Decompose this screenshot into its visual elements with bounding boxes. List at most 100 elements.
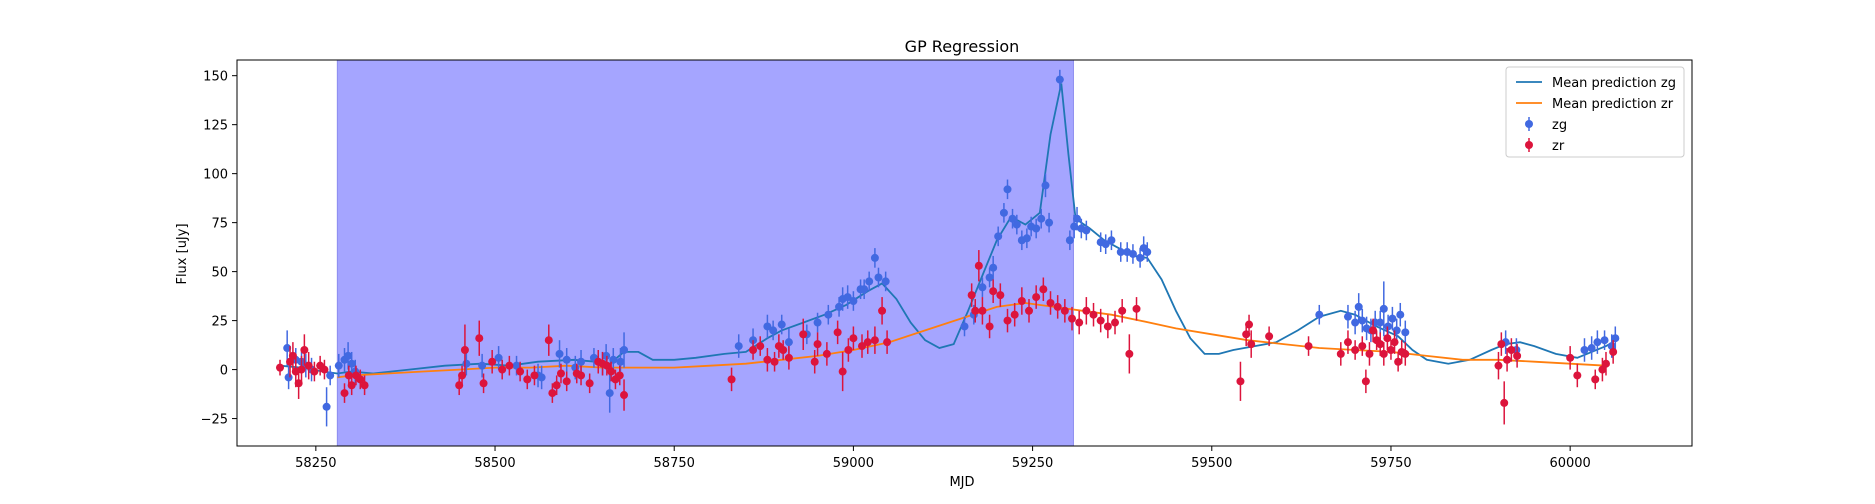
data-point bbox=[1566, 353, 1575, 362]
data-point bbox=[779, 345, 788, 354]
data-point bbox=[860, 285, 869, 294]
data-point bbox=[1111, 318, 1120, 327]
data-point bbox=[1598, 365, 1607, 374]
data-point bbox=[1037, 214, 1046, 223]
data-point bbox=[1388, 314, 1397, 323]
data-point bbox=[458, 371, 467, 380]
data-point bbox=[1236, 377, 1245, 386]
data-point bbox=[763, 355, 772, 364]
data-point bbox=[334, 361, 343, 370]
data-point bbox=[1136, 253, 1145, 262]
plot-content bbox=[276, 69, 1620, 427]
data-point bbox=[537, 373, 546, 382]
data-point bbox=[1082, 226, 1091, 235]
data-point bbox=[577, 371, 586, 380]
data-point bbox=[1494, 361, 1503, 370]
data-point bbox=[843, 293, 852, 302]
data-point bbox=[585, 379, 594, 388]
data-point bbox=[1591, 375, 1600, 384]
data-point bbox=[1008, 214, 1017, 223]
series-zr bbox=[276, 250, 1618, 425]
data-point bbox=[1045, 218, 1054, 227]
data-point bbox=[516, 367, 525, 376]
data-point bbox=[1358, 316, 1367, 325]
data-point bbox=[756, 342, 765, 351]
data-point bbox=[300, 345, 309, 354]
data-point bbox=[552, 381, 561, 390]
data-point bbox=[1065, 236, 1074, 245]
legend-label: Mean prediction zr bbox=[1552, 97, 1674, 112]
data-point bbox=[577, 357, 586, 366]
chart-title: GP Regression bbox=[905, 37, 1020, 56]
data-point bbox=[994, 232, 1003, 241]
data-point bbox=[1513, 351, 1522, 360]
legend-box bbox=[1505, 66, 1685, 158]
y-tick-label: 25 bbox=[211, 315, 228, 330]
data-point bbox=[870, 336, 879, 345]
data-point bbox=[1497, 340, 1506, 349]
data-point bbox=[310, 367, 319, 376]
data-point bbox=[822, 349, 831, 358]
data-point bbox=[1143, 248, 1152, 257]
data-point bbox=[835, 302, 844, 311]
data-point bbox=[360, 381, 369, 390]
data-point bbox=[620, 345, 629, 354]
data-point bbox=[989, 287, 998, 296]
data-point bbox=[297, 365, 306, 374]
data-point bbox=[749, 345, 758, 354]
data-point bbox=[881, 277, 890, 286]
y-tick-label: 125 bbox=[203, 119, 228, 134]
data-point bbox=[1041, 181, 1050, 190]
data-point bbox=[978, 283, 987, 292]
data-point bbox=[1010, 310, 1019, 319]
data-point bbox=[1118, 306, 1127, 315]
legend-label: zg bbox=[1552, 118, 1567, 133]
data-point bbox=[1082, 306, 1091, 315]
data-point bbox=[460, 345, 469, 354]
data-point bbox=[505, 361, 514, 370]
data-point bbox=[1369, 326, 1378, 335]
data-point bbox=[999, 208, 1008, 217]
data-point bbox=[833, 328, 842, 337]
data-point bbox=[1386, 345, 1395, 354]
data-point bbox=[1401, 349, 1410, 358]
data-point bbox=[356, 375, 365, 384]
y-tick-label: 75 bbox=[211, 217, 228, 232]
data-point bbox=[1354, 302, 1363, 311]
data-point bbox=[844, 345, 853, 354]
data-point bbox=[1379, 304, 1388, 313]
data-point bbox=[1128, 249, 1137, 258]
data-point bbox=[1073, 214, 1082, 223]
data-point bbox=[1376, 318, 1385, 327]
data-point bbox=[874, 273, 883, 282]
data-point bbox=[849, 334, 858, 343]
data-point bbox=[562, 377, 571, 386]
data-point bbox=[1039, 285, 1048, 294]
data-point bbox=[1573, 371, 1582, 380]
data-point bbox=[1394, 357, 1403, 366]
data-point bbox=[1070, 222, 1079, 231]
data-point bbox=[989, 263, 998, 272]
data-point bbox=[1396, 310, 1405, 319]
data-point bbox=[1103, 322, 1112, 331]
legend-marker-swatch bbox=[1525, 141, 1533, 149]
data-point bbox=[1012, 220, 1021, 229]
legend-marker-swatch bbox=[1525, 120, 1533, 128]
data-point bbox=[1055, 75, 1064, 84]
y-tick-label: 150 bbox=[203, 70, 228, 85]
data-point bbox=[616, 357, 625, 366]
x-tick-label: 58250 bbox=[295, 456, 336, 471]
data-point bbox=[283, 344, 292, 353]
data-point bbox=[810, 357, 819, 366]
data-point bbox=[1265, 332, 1274, 341]
data-point bbox=[479, 379, 488, 388]
data-point bbox=[304, 361, 313, 370]
x-tick-label: 59000 bbox=[833, 456, 874, 471]
data-point bbox=[488, 357, 497, 366]
data-point bbox=[824, 310, 833, 319]
data-point bbox=[607, 367, 616, 376]
data-point bbox=[1500, 398, 1509, 407]
data-point bbox=[967, 291, 976, 300]
